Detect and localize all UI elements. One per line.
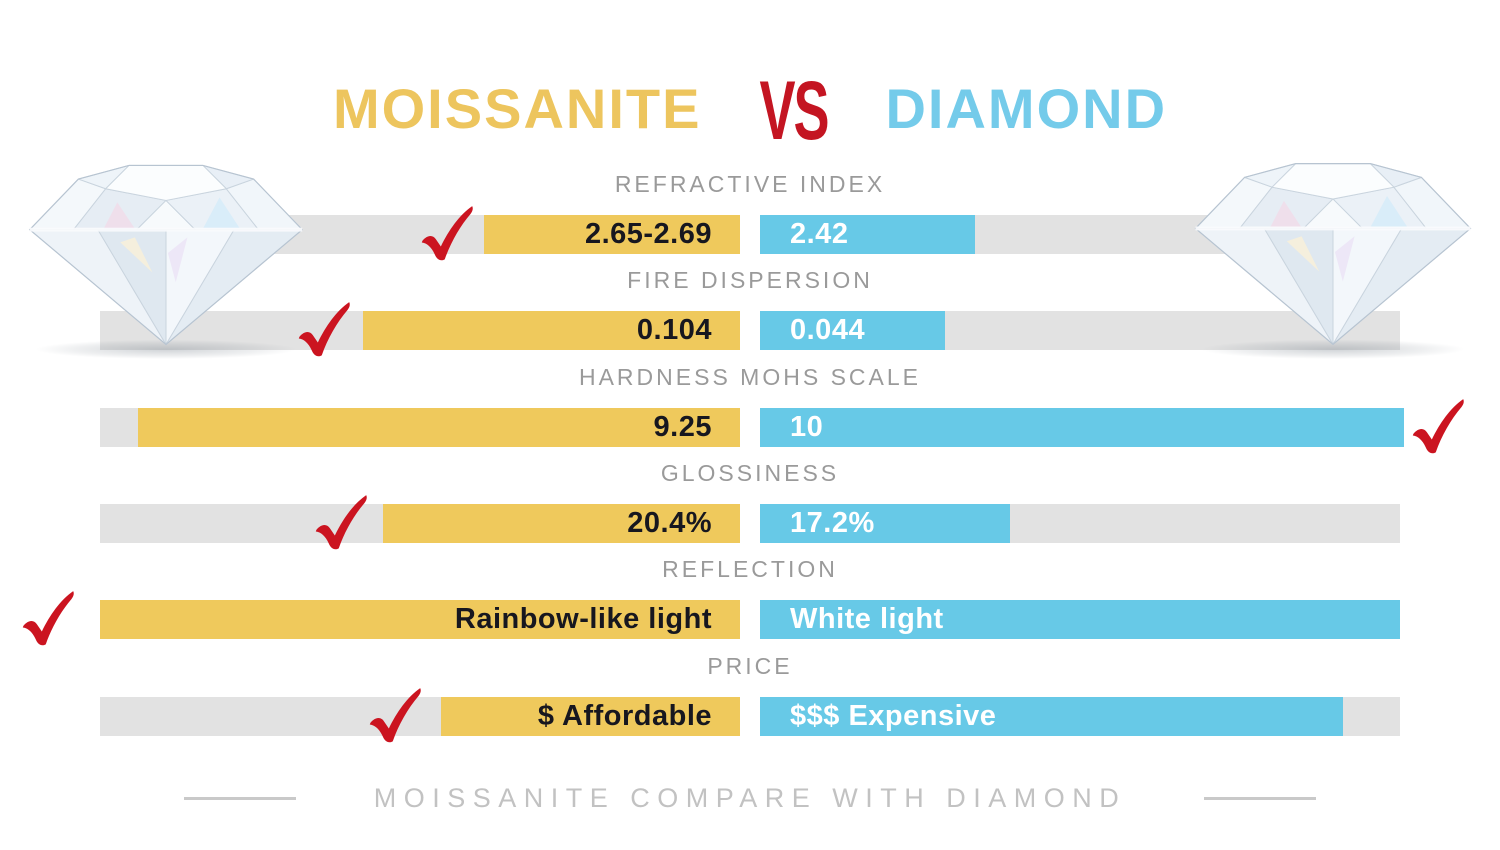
moissanite-gem-image [29,164,303,360]
winner-check-icon [315,495,367,550]
metric-label: GLOSSINESS [660,460,840,486]
diamond-bar: 0.044 [760,311,945,350]
footer-right-line [1204,796,1317,800]
moissanite-value: Rainbow-like light [454,603,712,635]
diamond-value: 17.2% [790,507,875,539]
winner-check-icon [369,688,421,743]
moissanite-bar: 0.104 [363,311,740,350]
footer-caption: MOISSANITE COMPARE WITH DIAMOND [373,782,1127,813]
winner-check-icon [1412,399,1464,454]
title-vs: VS [759,64,829,158]
title-diamond: DIAMOND [885,76,1168,140]
metric-label: REFRACTIVE INDEX [614,171,886,197]
moissanite-value: 2.65-2.69 [584,218,712,250]
metric-label: HARDNESS MOHS SCALE [578,364,921,390]
diamond-value: 0.044 [790,314,866,346]
moissanite-bar: 9.25 [138,408,740,447]
metric-label: PRICE [707,653,793,679]
metric-label: REFLECTION [662,556,838,582]
diamond-gem-image [1194,163,1472,360]
footer: MOISSANITE COMPARE WITH DIAMOND [0,780,1500,816]
page-title: MOISSANITE VS DIAMOND [0,58,1500,158]
diamond-value: White light [790,603,944,635]
diamond-bar: White light [760,600,1400,639]
moissanite-bar: Rainbow-like light [100,600,740,639]
diamond-value: 2.42 [790,218,849,250]
moissanite-value: $ Affordable [537,700,712,732]
diamond-bar: 17.2% [760,504,1010,543]
diamond-bar: 10 [760,408,1404,447]
diamond-value: $$$ Expensive [790,700,997,732]
winner-check-icon [421,206,473,261]
diamond-bar: 2.42 [760,215,975,254]
moissanite-bar: 20.4% [383,504,740,543]
title-moissanite: MOISSANITE [332,76,702,140]
metric-label: FIRE DISPERSION [627,267,873,293]
winner-check-icon [22,591,74,646]
diamond-bar: $$$ Expensive [760,697,1343,736]
moissanite-bar: $ Affordable [441,697,740,736]
moissanite-bar: 2.65-2.69 [484,215,740,254]
diamond-value: 10 [790,411,824,443]
moissanite-value: 9.25 [653,411,712,443]
moissanite-value: 0.104 [636,314,712,346]
footer-left-line [183,796,296,800]
moissanite-value: 20.4% [627,507,712,539]
winner-check-icon [298,302,350,357]
